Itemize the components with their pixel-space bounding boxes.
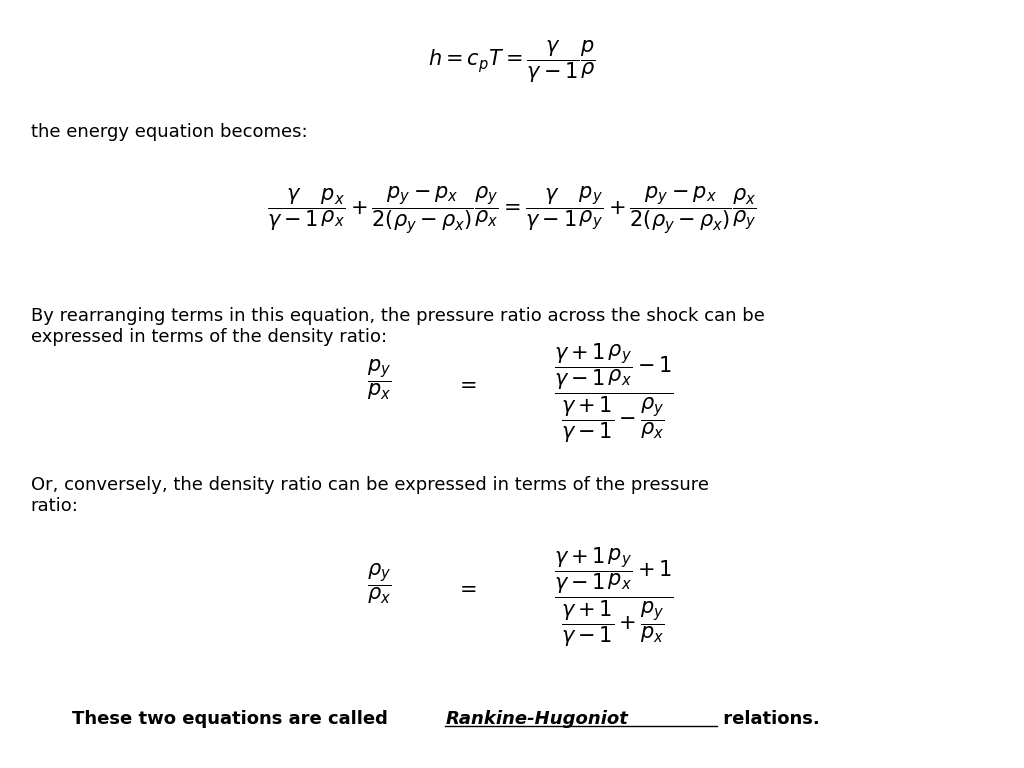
Text: $\dfrac{\gamma}{\gamma - 1} \dfrac{p_x}{\rho_x} + \dfrac{p_y - p_x}{2(\rho_y - \: $\dfrac{\gamma}{\gamma - 1} \dfrac{p_x}{… bbox=[267, 184, 757, 236]
Text: $\dfrac{\rho_y}{\rho_x}$: $\dfrac{\rho_y}{\rho_x}$ bbox=[367, 561, 391, 605]
Text: $\dfrac{\dfrac{\gamma + 1}{\gamma - 1} \dfrac{\rho_y}{\rho_x} - 1}{\dfrac{\gamma: $\dfrac{\dfrac{\gamma + 1}{\gamma - 1} \… bbox=[554, 342, 675, 445]
Text: $\dfrac{\dfrac{\gamma + 1}{\gamma - 1} \dfrac{p_y}{p_x} + 1}{\dfrac{\gamma + 1}{: $\dfrac{\dfrac{\gamma + 1}{\gamma - 1} \… bbox=[554, 545, 675, 649]
Text: $=$: $=$ bbox=[456, 578, 476, 598]
Text: the energy equation becomes:: the energy equation becomes: bbox=[31, 123, 307, 141]
Text: $\dfrac{p_y}{p_x}$: $\dfrac{p_y}{p_x}$ bbox=[367, 357, 391, 402]
Text: Or, conversely, the density ratio can be expressed in terms of the pressure
rati: Or, conversely, the density ratio can be… bbox=[31, 476, 709, 515]
Text: $=$: $=$ bbox=[456, 374, 476, 394]
Text: relations.: relations. bbox=[717, 710, 819, 728]
Text: By rearranging terms in this equation, the pressure ratio across the shock can b: By rearranging terms in this equation, t… bbox=[31, 307, 765, 346]
Text: These two equations are called: These two equations are called bbox=[72, 710, 394, 728]
Text: $h = c_p T = \dfrac{\gamma}{\gamma - 1} \dfrac{p}{\rho}$: $h = c_p T = \dfrac{\gamma}{\gamma - 1} … bbox=[428, 38, 596, 85]
Text: Rankine-Hugoniot: Rankine-Hugoniot bbox=[445, 710, 629, 728]
